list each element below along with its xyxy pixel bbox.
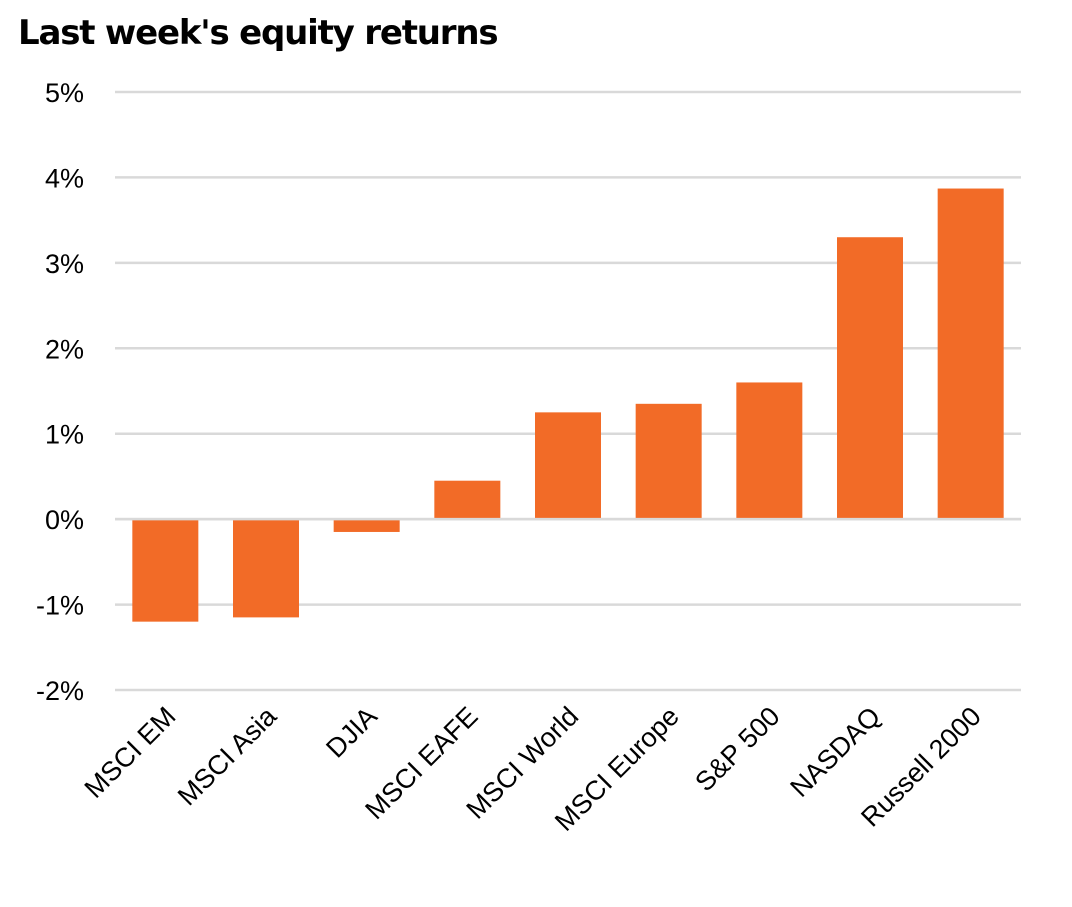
y-tick-label: 5% [45,78,84,108]
y-tick-label: 2% [45,334,84,364]
y-tick-label: 1% [45,420,84,450]
bar-djia [333,519,400,532]
bar-nasdaq [837,237,903,520]
x-category-label: MSCI Asia [172,700,283,811]
bar-msci-world [535,412,601,520]
bar-s-p-500 [736,382,803,520]
x-category-label: S&P 500 [689,701,785,797]
y-tick-label: -2% [36,676,84,706]
chart-title: Last week's equity returns [18,13,499,53]
bar-msci-europe [635,403,702,520]
y-tick-label: 0% [45,505,84,535]
bars [115,188,1021,622]
y-tick-label: -1% [36,591,84,621]
x-category-label: NASDAQ [784,701,886,803]
bar-russell-2000 [937,188,1004,520]
y-tick-label: 4% [45,163,84,193]
x-category-label: MSCI EM [79,701,182,804]
bar-msci-eafe [434,480,501,520]
y-axis-tick-labels: 5% 4% 3% 2% 1% 0% -1% -2% [36,78,84,706]
x-category-label: DJIA [320,701,383,764]
bar-msci-em [132,519,199,622]
bar-msci-asia [233,519,299,618]
y-tick-label: 3% [45,249,84,279]
